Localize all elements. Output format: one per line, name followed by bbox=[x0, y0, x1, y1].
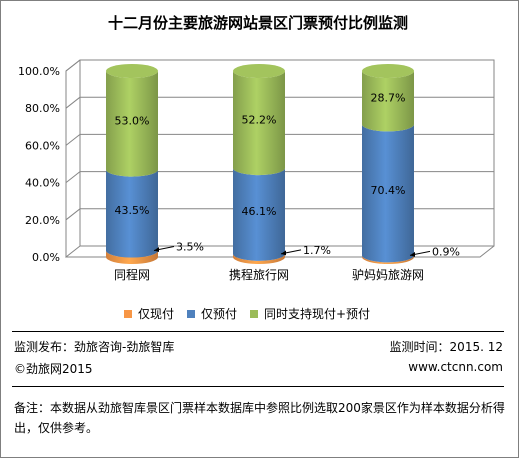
divider-top bbox=[12, 331, 504, 332]
gridline-side bbox=[65, 96, 81, 109]
leader-arrow bbox=[281, 250, 286, 256]
bar-top-cap bbox=[362, 64, 414, 78]
bar-segment bbox=[106, 169, 158, 258]
data-label: 52.2% bbox=[242, 114, 277, 127]
bar-segment bbox=[233, 71, 285, 176]
leader-arrow bbox=[154, 246, 159, 252]
bar-top-cap bbox=[233, 64, 285, 78]
legend-item-cash: 仅现付 bbox=[124, 305, 174, 322]
y-tick-label: 80.0% bbox=[25, 102, 60, 115]
y-tick-label: 100.0% bbox=[18, 65, 60, 78]
legend-swatch-prepay bbox=[187, 310, 195, 318]
y-tick-label: 40.0% bbox=[25, 177, 60, 190]
plot-side-wall bbox=[65, 59, 81, 259]
legend-swatch-both bbox=[250, 310, 258, 318]
footer-time: 监测时间：2015. 12 bbox=[389, 340, 503, 354]
data-label: 0.9% bbox=[432, 245, 460, 258]
legend-swatch-cash bbox=[124, 310, 132, 318]
bar-segment bbox=[233, 253, 285, 264]
data-label: 43.5% bbox=[115, 204, 150, 217]
gridline-side bbox=[65, 208, 81, 221]
divider-bottom bbox=[12, 386, 504, 387]
footer-note: 备注：本数据从劲旅智库景区门票样本数据库中参照比例选取200家景区作为样本数据分… bbox=[14, 401, 505, 435]
bar-segment bbox=[362, 255, 414, 264]
y-tick-label: 20.0% bbox=[25, 214, 60, 227]
leader-arrow bbox=[410, 251, 415, 257]
bar-segment bbox=[362, 71, 414, 132]
y-tick-label: 60.0% bbox=[25, 139, 60, 152]
gridline-side bbox=[65, 134, 81, 146]
x-category-label: 同程网 bbox=[114, 267, 150, 282]
chart-title: 十二月份主要旅游网站景区门票预付比例监测 bbox=[108, 14, 408, 32]
legend: 仅现付 仅预付 同时支持现付+预付 bbox=[0, 305, 519, 321]
footer-publisher: 监测发布：劲旅咨询-劲旅智库 bbox=[14, 340, 175, 354]
legend-label-prepay: 仅预付 bbox=[201, 307, 238, 321]
data-label: 28.7% bbox=[371, 92, 406, 105]
data-label: 53.0% bbox=[115, 114, 150, 127]
y-tick-label: 0.0% bbox=[32, 251, 60, 264]
footer-copyright: ©劲旅网2015 bbox=[14, 362, 93, 376]
legend-label-both: 同时支持现付+预付 bbox=[264, 307, 371, 321]
bar-segment bbox=[362, 124, 414, 263]
data-label: 3.5% bbox=[176, 240, 204, 253]
legend-item-prepay: 仅预付 bbox=[187, 305, 237, 322]
data-label: 1.7% bbox=[303, 244, 331, 257]
bar-top-cap bbox=[106, 64, 158, 78]
x-category-label: 携程旅行网 bbox=[229, 267, 289, 282]
x-category-label: 驴妈妈旅游网 bbox=[352, 267, 424, 282]
bar-segment bbox=[106, 71, 158, 177]
legend-item-both: 同时支持现付+预付 bbox=[250, 305, 370, 322]
bar-segment bbox=[106, 250, 158, 264]
data-label: 70.4% bbox=[371, 184, 406, 197]
gridline-side bbox=[65, 59, 81, 72]
footer-website: www.ctcnn.com bbox=[408, 360, 503, 374]
legend-label-cash: 仅现付 bbox=[138, 307, 175, 321]
bar-segment bbox=[233, 168, 285, 261]
chart-plot: 十二月份主要旅游网站景区门票预付比例监测 0.0% 20.0% 40.0% 60.0%… bbox=[18, 14, 495, 282]
plot-floor bbox=[66, 245, 495, 258]
gridline-side bbox=[65, 171, 81, 183]
data-label: 46.1% bbox=[242, 205, 277, 218]
